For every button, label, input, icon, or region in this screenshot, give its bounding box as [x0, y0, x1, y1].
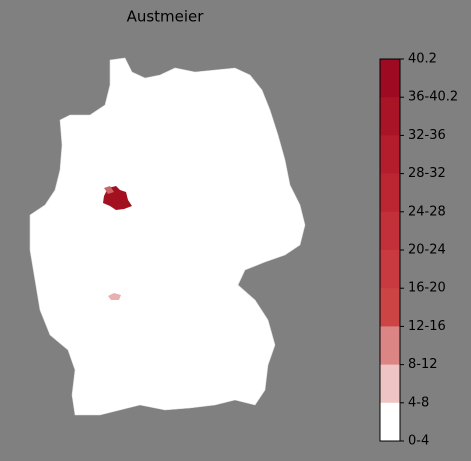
colorbar-segment: [380, 211, 400, 251]
colorbar-label: 4-8: [408, 395, 429, 410]
colorbar-segment: [380, 364, 400, 404]
colorbar-label: 40.2: [408, 52, 437, 67]
colorbar-label: 12-16: [408, 319, 446, 334]
colorbar-label: 8-12: [408, 357, 438, 372]
colorbar: 40.2 36-40.2 32-36 28-32 24-28 20-24 16-20 12-1…: [379, 52, 458, 449]
germany-outline: [29, 57, 306, 416]
colorbar-label: 0-4: [408, 434, 429, 449]
colorbar-segment: [380, 250, 400, 289]
colorbar-label: 28-32: [408, 166, 446, 181]
colorbar-segment: [380, 288, 400, 327]
colorbar-segment: [380, 326, 400, 365]
colorbar-segment: [380, 97, 400, 136]
region-mid: [104, 186, 114, 194]
colorbar-label: 32-36: [408, 128, 446, 143]
colorbar-label: 36-40.2: [408, 90, 458, 105]
colorbar-label: 16-20: [408, 281, 446, 296]
map-title: Austmeier: [127, 8, 205, 26]
colorbar-segment: [380, 402, 400, 442]
colorbar-label: 24-28: [408, 204, 446, 219]
colorbar-segment: [380, 173, 400, 213]
colorbar-label: 20-24: [408, 243, 446, 258]
colorbar-segment: [380, 59, 400, 98]
colorbar-segment: [380, 135, 400, 174]
region-low: [108, 293, 121, 300]
